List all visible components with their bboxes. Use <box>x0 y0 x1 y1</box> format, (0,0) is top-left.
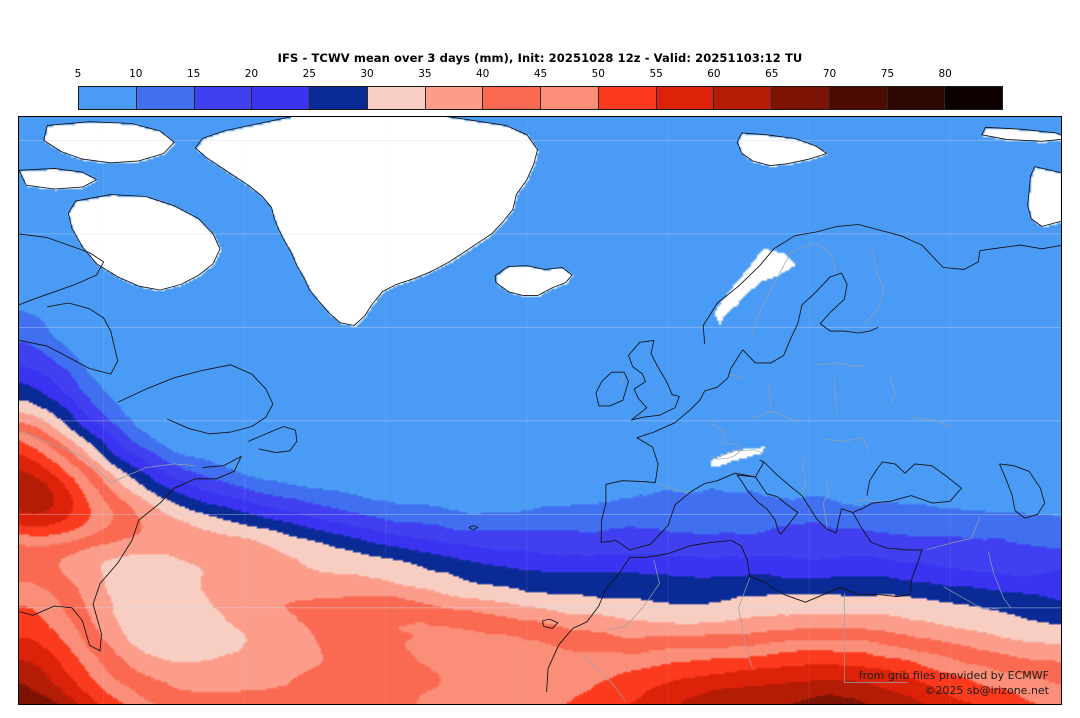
colorbar-tick-55: 55 <box>649 68 663 80</box>
franz-josef-coast <box>981 126 1061 142</box>
colorbar-tick-75: 75 <box>880 68 895 80</box>
border-algeria-libya <box>738 577 753 669</box>
colorbar-tick-5: 5 <box>74 68 82 80</box>
lat-lon-gridlines <box>19 117 1061 704</box>
colorbar-segment-65-70 <box>772 87 830 109</box>
coastlines <box>19 117 1061 693</box>
border-balkan-2 <box>822 476 830 530</box>
border-denmark-germany <box>730 374 743 380</box>
colorbar <box>78 86 1003 110</box>
colorbar-segment-80-85 <box>945 87 1002 109</box>
border-morocco-algeria <box>606 560 660 631</box>
border-ukraine-ru <box>910 416 951 427</box>
border-scand-se-no <box>750 242 814 337</box>
novaya-zemlya-coast <box>1027 166 1061 227</box>
colorbar-tick-10: 10 <box>129 68 143 80</box>
colorbar-tick-80: 80 <box>938 68 952 80</box>
turkey-levant-coast <box>852 512 923 595</box>
norway-coast <box>702 224 1061 345</box>
tcwv-field-svg <box>19 117 1061 704</box>
devon-coast <box>19 167 98 190</box>
iberia-france-coast <box>600 349 744 543</box>
border-france-germany <box>710 418 725 444</box>
colorbar-tick-65: 65 <box>765 68 779 80</box>
border-iran-iraq <box>987 551 1012 609</box>
border-de-cz-at <box>753 411 800 423</box>
caspian-coast <box>999 463 1046 519</box>
border-mauritania-mali <box>583 654 626 702</box>
colorbar-segment-40-45 <box>483 87 541 109</box>
iceland-coast <box>494 265 573 297</box>
azores-madeira <box>468 525 478 531</box>
border-france-spain <box>655 482 691 493</box>
colorbar-segment-25-30 <box>310 87 368 109</box>
colorbar-segment-15-20 <box>194 87 253 109</box>
page-title: IFS - TCWV mean over 3 days (mm), Init: … <box>277 51 803 65</box>
border-poland-belarus-ua <box>834 379 838 414</box>
colorbar-segment-45-50 <box>541 87 599 109</box>
labrador-hudson-coast <box>19 233 105 306</box>
colorbar-segment-30-35 <box>367 87 426 109</box>
labrador-coast <box>117 364 274 435</box>
colorbar-tick-70: 70 <box>822 68 837 80</box>
uk-coast <box>628 339 680 421</box>
canary-coast <box>541 618 559 629</box>
svalbard-coast <box>736 132 828 167</box>
border-alps-it-at <box>715 449 765 459</box>
border-fi-ru <box>863 246 885 324</box>
colorbar-gradient <box>78 86 1003 110</box>
colorbar-segment-70-75 <box>829 87 888 109</box>
country-borders <box>19 242 1012 702</box>
sweden-baltic-coast <box>742 272 879 364</box>
colorbar-segment-55-60 <box>656 87 715 109</box>
colorbar-segment-35-40 <box>425 87 484 109</box>
ireland-coast <box>595 371 629 407</box>
colorbar-segment-60-65 <box>714 87 772 109</box>
border-baltic-states <box>816 362 867 367</box>
colorbar-tick-25: 25 <box>302 68 316 80</box>
west-africa-coast <box>546 540 910 693</box>
border-uk-ireland <box>618 372 625 384</box>
newfoundland-coast <box>248 426 298 454</box>
border-romania-ua <box>825 437 869 451</box>
colorbar-segment-75-80 <box>887 87 946 109</box>
tcwv-contour-layer <box>19 117 1061 704</box>
balkans-greece-coast <box>763 461 873 534</box>
colorbar-tick-50: 50 <box>591 68 605 80</box>
map-canvas[interactable]: from grib files provided by ECMWF ©2025 … <box>18 116 1062 705</box>
border-fi-se <box>815 242 837 272</box>
colorbar-segment-50-55 <box>598 87 657 109</box>
colorbar-tick-15: 15 <box>186 68 201 80</box>
black-sea-coast <box>866 461 962 504</box>
border-turkey-1 <box>853 499 884 504</box>
border-swiss <box>710 442 742 460</box>
border-saudi-iraq <box>944 586 1003 611</box>
colorbar-tick-35: 35 <box>418 68 432 80</box>
border-turkey-east <box>926 516 981 551</box>
colorbar-segment-20-25 <box>252 87 310 109</box>
colorbar-tick-20: 20 <box>244 68 259 80</box>
greenland-coast <box>194 117 538 326</box>
border-canada-usa <box>19 429 196 484</box>
italy-coast <box>736 474 799 535</box>
colorbar-tick-30: 30 <box>360 68 374 80</box>
colorbar-tick-labels: 5 10 15 20 25 30 35 40 45 50 55 60 65 70 75 80 <box>74 68 1003 82</box>
colorbar-tick-45: 45 <box>533 68 548 80</box>
ellesmere-coast <box>43 121 175 164</box>
baffin-coast <box>67 194 221 291</box>
colorbar-tick-40: 40 <box>476 68 490 80</box>
border-germany-poland <box>768 383 772 412</box>
nova-scotia-ne-usa-coast <box>19 455 242 652</box>
border-balkan-1 <box>801 456 807 496</box>
colorbar-segment-5-10 <box>79 87 137 109</box>
tcwv-raster <box>19 117 1061 704</box>
colorbar-tick-60: 60 <box>707 68 721 80</box>
border-ru-belarus <box>889 375 896 405</box>
colorbar-segment-10-15 <box>136 87 195 109</box>
hudson-bay-south <box>19 302 119 375</box>
